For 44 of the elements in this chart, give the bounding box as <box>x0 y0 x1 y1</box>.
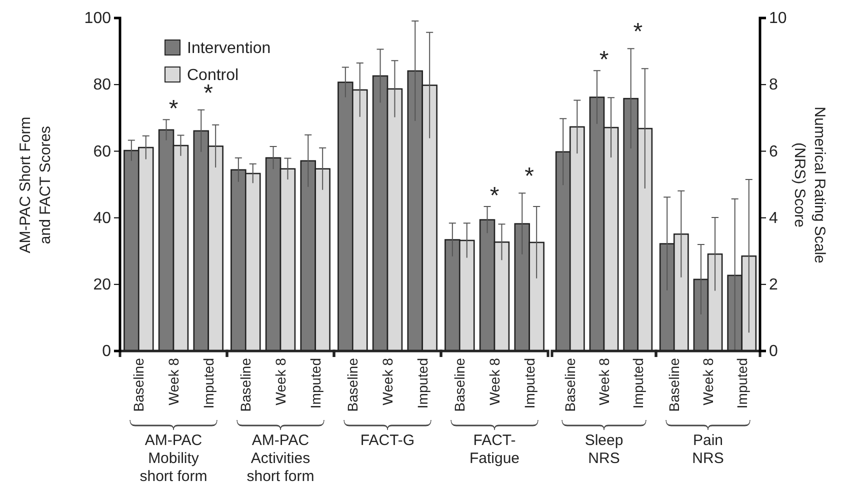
y2-tick-label: 0 <box>769 343 778 360</box>
y-tick-label: 0 <box>102 343 112 360</box>
x-tick-label: Imputed <box>630 358 646 409</box>
y2-axis-title: Numerical Rating Scale (NRS) Score <box>791 106 828 264</box>
x-axis-title: AM-PAC Activities short form <box>246 432 314 485</box>
x-tick-label: Baseline <box>666 358 682 412</box>
y-tick-label: 80 <box>93 76 112 94</box>
x-tick-label: Week 8 <box>272 358 288 406</box>
x-tick-label: Baseline <box>452 358 468 412</box>
x-tick-label: Baseline <box>344 358 361 412</box>
x-tick-label: Baseline <box>238 358 254 412</box>
y2-tick-label: 2 <box>769 276 778 294</box>
y-axis-title: AM-PAC Short Form and FACT Scores <box>17 116 54 254</box>
x-tick-label: Week 8 <box>486 358 502 406</box>
y-tick-label: 20 <box>93 276 112 294</box>
annotation: * <box>633 18 643 46</box>
annotation: * <box>168 96 178 123</box>
y2-tick-label: 6 <box>769 143 778 160</box>
x-axis-title: AM-PAC Mobility short form <box>140 432 208 485</box>
x-axis-title: FACT-G <box>360 432 415 449</box>
x-axis-title: FACT- Fatigue <box>469 432 520 467</box>
legend-label: Intervention <box>187 40 271 57</box>
annotation: * <box>524 163 534 190</box>
y2-tick-label: 4 <box>769 210 778 227</box>
x-tick-label: Baseline <box>130 358 147 412</box>
x-tick-label: Imputed <box>734 358 750 409</box>
x-tick-label: Imputed <box>200 358 216 409</box>
y-tick-label: 40 <box>93 210 112 227</box>
x-tick-label: Week 8 <box>379 358 396 406</box>
y2-tick-label: 10 <box>769 10 787 28</box>
x-tick-label: Week 8 <box>165 358 182 406</box>
x-tick-label: Imputed <box>521 358 538 409</box>
x-tick-label: Imputed <box>414 358 430 409</box>
x-axis-title: Pain NRS <box>692 432 724 467</box>
x-tick-label: Imputed <box>307 358 324 409</box>
y-tick-label: 60 <box>93 143 112 160</box>
annotation: * <box>490 182 500 210</box>
x-tick-label: Week 8 <box>700 358 716 406</box>
annotation: * <box>599 46 609 74</box>
x-tick-label: Week 8 <box>596 358 612 406</box>
y2-tick-label: 8 <box>769 76 778 94</box>
y-tick-label: 100 <box>84 10 112 28</box>
x-tick-label: Baseline <box>562 358 578 412</box>
x-axis-title: Sleep NRS <box>584 432 624 467</box>
